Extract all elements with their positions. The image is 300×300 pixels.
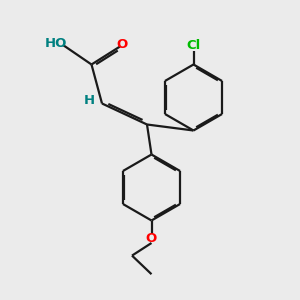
Text: O: O [146, 232, 157, 245]
Text: H: H [84, 94, 95, 107]
Text: O: O [116, 38, 128, 51]
Text: HO: HO [45, 37, 68, 50]
Text: Cl: Cl [186, 39, 201, 52]
